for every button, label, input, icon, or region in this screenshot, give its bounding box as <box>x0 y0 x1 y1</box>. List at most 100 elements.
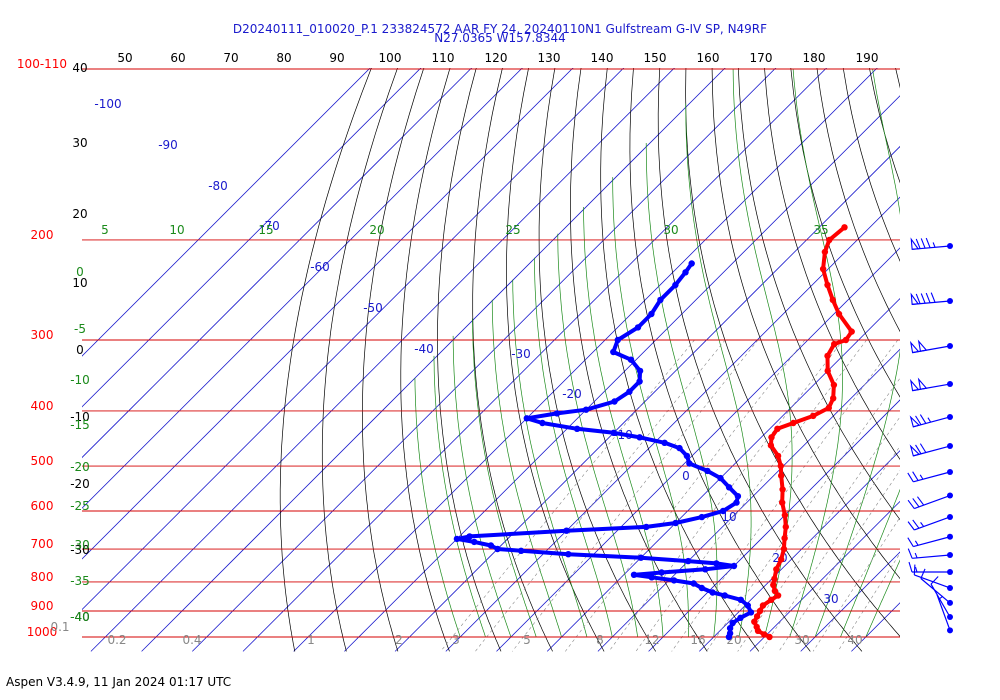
wind-barb <box>936 594 953 634</box>
dewpoint-point <box>582 406 590 413</box>
adiabat-left-label: -30 <box>70 538 90 552</box>
wind-barb <box>913 564 953 591</box>
isotherm-line <box>344 95 900 652</box>
isotherm-line <box>141 68 726 652</box>
top-scale-label: 190 <box>856 51 879 65</box>
mixing-ratio-label: 16 <box>690 633 705 647</box>
wind-barb-staff <box>936 594 951 631</box>
dewpoint-point <box>563 527 570 534</box>
temperature-point <box>841 224 848 231</box>
isotherm-line <box>749 500 900 652</box>
mixing-ratio-label: 8 <box>596 633 604 647</box>
temperature-point <box>766 633 773 641</box>
temperature-point <box>774 452 782 460</box>
dewpoint-point <box>676 444 683 452</box>
isotherm-line <box>953 0 1000 651</box>
top-scale-label: 150 <box>644 51 667 65</box>
isotherm-line <box>546 298 900 652</box>
dewpoint-point <box>657 296 664 304</box>
wind-barb-feather <box>912 471 919 481</box>
dry-adiabat-line <box>570 68 708 652</box>
dry-adiabat-line <box>629 68 811 652</box>
dewpoint-point <box>672 281 679 289</box>
wind-barb-feather <box>919 443 927 453</box>
temperature-point <box>848 328 855 335</box>
wind-barb <box>910 237 953 250</box>
isotherm-line <box>82 68 574 560</box>
dewpoint-point <box>636 378 643 385</box>
dewpoint-point <box>730 562 738 570</box>
dewpoint-point <box>611 398 618 405</box>
wind-barb-feather <box>925 237 931 248</box>
isotherm-label: 0 <box>682 469 690 483</box>
wind-barb-pennant <box>909 378 920 392</box>
dewpoint-point <box>610 348 617 356</box>
isotherm-line <box>82 68 371 357</box>
dewpoint-point <box>487 542 495 549</box>
adiabat-left-label: 0 <box>76 265 84 279</box>
temperature-point <box>753 613 761 620</box>
isotherm-label: -50 <box>363 301 383 315</box>
dewpoint-point <box>626 388 633 395</box>
dewpoint-point <box>471 538 478 546</box>
wind-barb-staff <box>914 516 951 531</box>
pressure-label: 900 <box>31 599 54 613</box>
wind-barb-feather <box>917 496 925 506</box>
adiabat-top-label: 15 <box>258 223 273 237</box>
temperature-point <box>831 340 838 348</box>
wind-barb-pennant <box>910 237 920 250</box>
mixing-ratio-label: 3 <box>452 633 460 647</box>
wind-barb-feather <box>913 564 916 575</box>
dry-adiabat-line <box>790 68 900 398</box>
mixing-ratio-line <box>475 339 726 652</box>
moist-adiabat-line <box>685 103 752 638</box>
dewpoint-point <box>637 554 645 561</box>
temperature-point <box>778 556 785 563</box>
isotherm-line <box>90 68 675 652</box>
dry-adiabat-line <box>472 68 553 652</box>
top-scale-label: 70 <box>223 51 238 65</box>
wind-barb-half-feather <box>927 417 932 423</box>
temperature-point <box>768 434 775 441</box>
temperature-point <box>773 566 780 573</box>
temperature-point <box>830 395 837 402</box>
height-label: 40 <box>72 61 87 75</box>
temperature-point <box>829 296 836 304</box>
temperature-point <box>753 623 760 631</box>
isotherm-label: -80 <box>208 179 228 193</box>
chart-subtitle: N27.0365 W157.8344 <box>434 31 566 45</box>
top-scale-label: 180 <box>803 51 826 65</box>
axis-labels: 100-110200300400500600700800900100040302… <box>17 51 879 647</box>
dewpoint-point <box>686 460 693 467</box>
dry-adiabat-line <box>685 68 900 637</box>
dewpoint-point <box>733 499 740 506</box>
wind-barb-staff <box>913 536 951 548</box>
wind-barb <box>909 413 953 428</box>
pressure-label: 300 <box>31 328 54 342</box>
wind-barb-pennant <box>909 444 921 457</box>
wind-barb-feather <box>915 444 922 455</box>
wind-barb-staff <box>930 583 951 618</box>
isotherm-label: -100 <box>94 97 121 111</box>
temperature-point <box>782 523 789 531</box>
dewpoint-point <box>466 533 473 540</box>
wind-barb-feather <box>907 521 915 531</box>
wind-barb-feather <box>925 292 931 303</box>
temperature-point <box>781 511 789 519</box>
moist-adiabat-line <box>840 488 900 638</box>
top-scale-label: 90 <box>329 51 344 65</box>
top-scale-label: 50 <box>117 51 132 65</box>
isotherm-line <box>851 602 900 652</box>
isotherm-line <box>82 68 625 611</box>
isotherm-line <box>597 348 900 652</box>
dewpoint-point <box>658 569 665 576</box>
dry-adiabat-line <box>657 68 863 652</box>
wind-barb-feather <box>920 293 926 304</box>
adiabat-left-label: -10 <box>70 373 90 387</box>
dewpoint-point <box>698 513 705 521</box>
height-label: -40 <box>70 610 90 624</box>
wind-barb-feather <box>915 415 922 426</box>
dewpoint-profile-line <box>454 261 753 639</box>
pressure-label: 200 <box>31 228 54 242</box>
isotherm-label: -40 <box>414 342 434 356</box>
